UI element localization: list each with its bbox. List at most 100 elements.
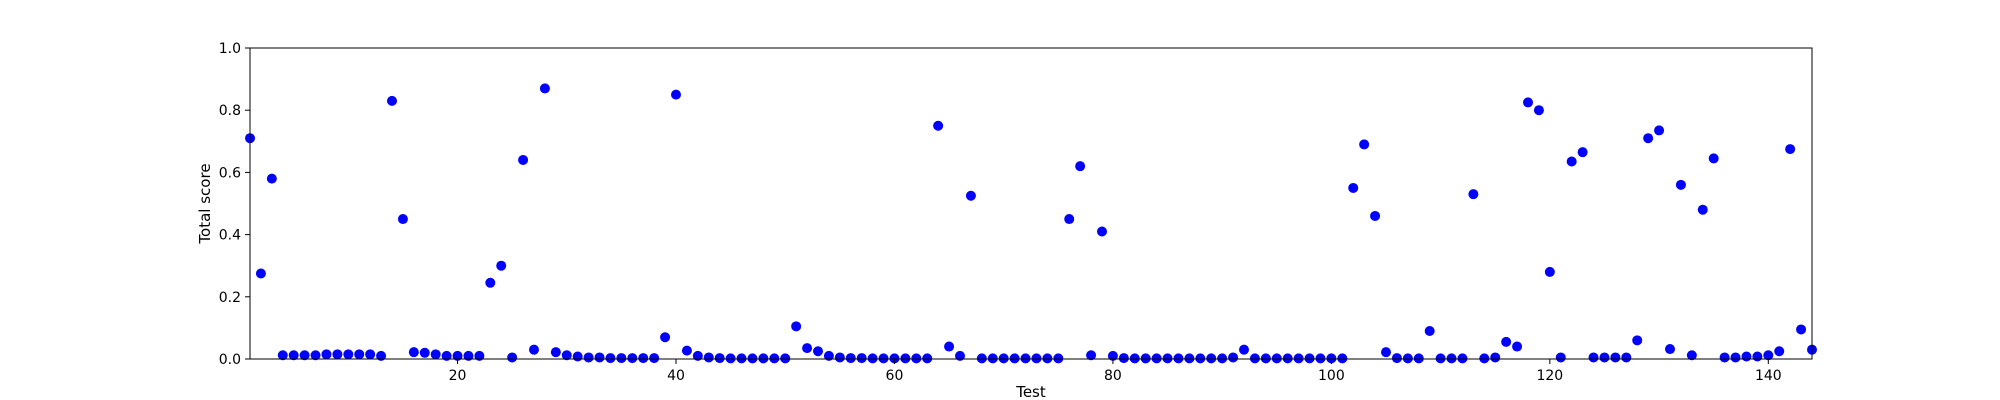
data-points [245, 83, 1817, 364]
data-point-77 [1075, 161, 1086, 172]
data-point-131 [1665, 344, 1675, 355]
data-point-22 [474, 350, 485, 361]
data-point-115 [1490, 352, 1501, 363]
data-point-101 [1337, 353, 1348, 364]
x-tick-label: 140 [1755, 368, 1782, 384]
x-axis-label: Test [1015, 383, 1046, 400]
data-point-108 [1413, 353, 1424, 364]
data-point-13 [376, 350, 387, 361]
data-point-46 [736, 353, 747, 364]
data-point-39 [660, 332, 671, 343]
data-point-129 [1643, 133, 1654, 144]
y-tick-label: 0.2 [219, 290, 241, 306]
data-point-68 [976, 353, 987, 364]
data-point-89 [1206, 353, 1217, 364]
data-point-15 [397, 214, 408, 225]
data-point-107 [1402, 353, 1413, 364]
y-tick-label: 0.0 [219, 352, 241, 368]
data-point-142 [1785, 144, 1796, 155]
data-point-44 [714, 353, 725, 364]
data-point-126 [1610, 352, 1621, 363]
data-point-37 [638, 353, 649, 364]
data-point-38 [649, 353, 660, 364]
data-point-29 [550, 347, 561, 358]
data-point-92 [1239, 344, 1249, 355]
data-point-122 [1566, 156, 1577, 167]
data-point-82 [1129, 353, 1140, 364]
data-point-138 [1741, 351, 1752, 362]
data-point-111 [1446, 353, 1457, 364]
plot-frame [249, 47, 1813, 360]
data-point-35 [616, 353, 627, 364]
data-point-40 [671, 89, 681, 100]
data-point-10 [343, 349, 354, 360]
data-point-20 [452, 350, 463, 361]
data-point-113 [1468, 189, 1479, 200]
data-point-32 [583, 352, 594, 363]
data-point-86 [1173, 353, 1184, 364]
data-point-93 [1249, 353, 1260, 364]
data-point-78 [1086, 350, 1097, 361]
data-point-19 [441, 350, 452, 361]
data-point-136 [1719, 352, 1730, 363]
data-point-23 [485, 277, 496, 288]
data-point-25 [507, 352, 518, 363]
y-tick-label: 1.0 [219, 41, 241, 57]
data-point-71 [1009, 353, 1020, 364]
data-point-72 [1020, 353, 1031, 364]
y-tick-label: 0.4 [219, 228, 241, 244]
y-axis: 0.0 0.2 0.4 0.6 0.8 1.0 [219, 41, 250, 368]
data-point-47 [747, 353, 758, 364]
data-point-127 [1621, 352, 1632, 363]
data-point-59 [878, 353, 889, 364]
data-point-119 [1533, 105, 1544, 116]
x-tick-label: 60 [886, 368, 904, 384]
data-point-16 [408, 347, 419, 358]
data-point-66 [955, 350, 965, 361]
data-point-125 [1599, 352, 1610, 363]
x-tick-label: 80 [1104, 368, 1122, 384]
data-point-8 [321, 349, 332, 360]
data-point-33 [594, 352, 605, 363]
data-point-132 [1675, 179, 1686, 190]
data-point-50 [780, 353, 791, 364]
data-point-123 [1577, 147, 1588, 158]
data-point-97 [1293, 353, 1304, 364]
data-point-99 [1315, 353, 1326, 364]
data-point-143 [1796, 324, 1807, 335]
data-point-53 [813, 346, 823, 357]
data-point-98 [1304, 353, 1315, 364]
data-point-17 [419, 347, 430, 358]
data-point-95 [1271, 353, 1282, 364]
data-point-56 [845, 353, 856, 364]
x-tick-label: 120 [1536, 368, 1563, 384]
data-point-103 [1359, 139, 1370, 150]
data-point-31 [572, 351, 583, 362]
data-point-65 [944, 341, 955, 352]
data-point-102 [1348, 182, 1359, 193]
data-point-45 [725, 353, 736, 364]
data-point-4 [277, 350, 288, 361]
data-point-84 [1151, 353, 1162, 364]
data-point-137 [1730, 352, 1741, 363]
data-point-7 [310, 350, 321, 361]
data-point-88 [1195, 353, 1206, 364]
data-point-140 [1763, 350, 1774, 361]
data-point-5 [288, 350, 299, 361]
data-point-61 [900, 353, 911, 364]
data-point-51 [791, 321, 802, 332]
data-point-74 [1042, 353, 1053, 364]
data-point-76 [1064, 214, 1075, 225]
data-point-63 [922, 353, 933, 364]
data-point-6 [299, 350, 310, 361]
data-point-85 [1162, 353, 1173, 364]
y-axis-label: Total score [196, 163, 214, 244]
data-point-18 [430, 349, 441, 360]
data-point-109 [1424, 326, 1435, 337]
data-point-69 [987, 353, 998, 364]
data-point-36 [627, 353, 638, 364]
data-point-135 [1708, 153, 1719, 164]
data-point-57 [856, 353, 867, 364]
data-point-21 [463, 350, 474, 361]
